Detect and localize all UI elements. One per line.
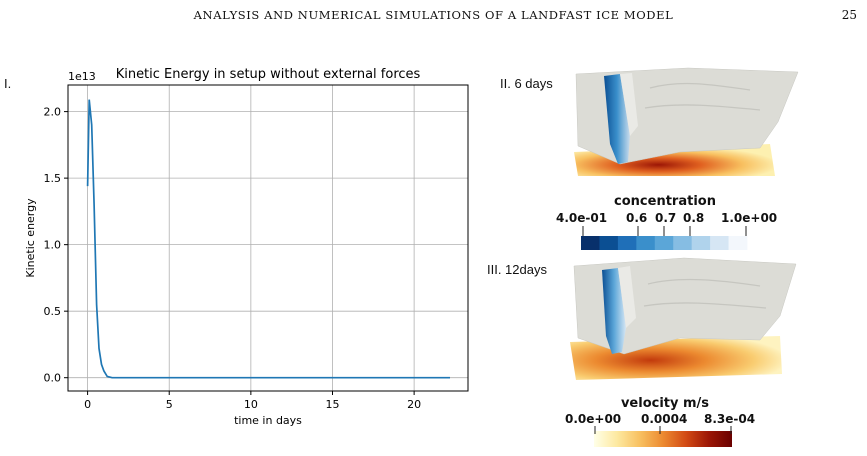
simulation-render-6-days: [574, 67, 799, 176]
velocity-colorbar-title: velocity m/s: [620, 396, 710, 411]
concentration-tick-1: 0.6: [626, 211, 648, 225]
x-tick-label: 0: [84, 398, 91, 411]
concentration-colorbar: [581, 226, 748, 250]
x-tick-label: 20: [407, 398, 421, 411]
x-tick-label: 15: [325, 398, 339, 411]
y-tick-label: 1.5: [44, 172, 62, 185]
y-offset-label: 1e13: [68, 70, 96, 83]
kinetic-energy-line: [86, 99, 450, 379]
y-tick-label: 0.0: [44, 372, 62, 385]
concentration-colorbar-bin: [691, 236, 711, 250]
x-tick-label: 10: [244, 398, 258, 411]
running-head: ANALYSIS AND NUMERICAL SIMULATIONS OF A …: [193, 8, 674, 22]
y-tick-label: 0.5: [44, 305, 62, 318]
kinetic-energy-chart: Kinetic Energy in setup without external…: [24, 67, 469, 427]
concentration-colorbar-title: concentration: [614, 194, 716, 209]
x-axis-label: time in days: [234, 414, 302, 427]
concentration-tick-0: 4.0e-01: [556, 211, 608, 225]
concentration-tick-2: 0.7: [655, 211, 677, 225]
y-axis-label: Kinetic energy: [24, 198, 37, 278]
simulation-render-12-days: [570, 257, 797, 380]
panel-label-1: I.: [4, 76, 12, 91]
concentration-colorbar-bin: [599, 236, 619, 250]
concentration-colorbar-bin: [636, 236, 656, 250]
velocity-tick-1: 0.0004: [641, 412, 688, 426]
concentration-colorbar-bin: [728, 236, 748, 250]
concentration-colorbar-bin: [581, 236, 600, 250]
concentration-colorbar-bin: [654, 236, 674, 250]
concentration-colorbar-bin: [673, 236, 693, 250]
y-tick-label: 2.0: [44, 106, 62, 119]
velocity-tick-0: 0.0e+00: [565, 412, 622, 426]
panel-label-3: III. 12days: [487, 262, 547, 277]
concentration-colorbar-bin: [617, 236, 637, 250]
panel-label-2: II. 6 days: [500, 76, 553, 91]
x-tick-label: 5: [166, 398, 173, 411]
chart-title: Kinetic Energy in setup without external…: [116, 67, 421, 82]
concentration-tick-3: 0.8: [683, 211, 705, 225]
concentration-colorbar-bin: [710, 236, 729, 250]
velocity-colorbar: [594, 426, 732, 447]
concentration-tick-4: 1.0e+00: [721, 211, 778, 225]
chart-ticks: 0 5 10 15 20 0.0 0.5 1.0 1.5 2.0: [44, 106, 422, 411]
y-tick-label: 1.0: [44, 239, 62, 252]
chart-grid: [68, 85, 468, 391]
page-number: 25: [841, 8, 857, 22]
plot-frame: [67, 84, 469, 392]
velocity-tick-2: 8.3e-04: [704, 412, 756, 426]
